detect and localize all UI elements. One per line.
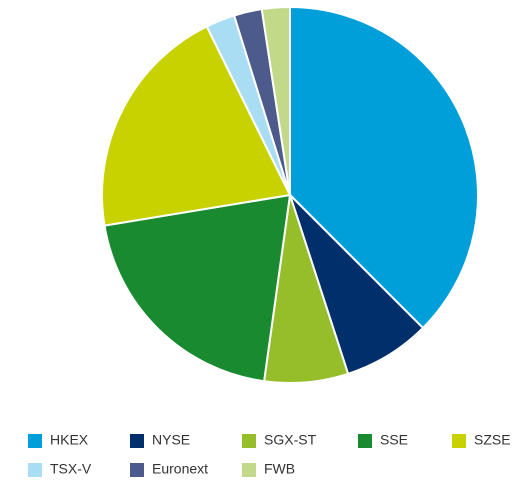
legend-label: Euronext <box>152 461 208 477</box>
pie-slice <box>260 5 291 196</box>
legend-swatch <box>242 463 256 477</box>
legend-label: NYSE <box>152 432 190 448</box>
legend-label: FWB <box>264 461 295 477</box>
legend-swatch <box>242 434 256 448</box>
pie-slice <box>101 25 292 227</box>
legend-label: SSE <box>380 432 408 448</box>
legend-swatch <box>28 434 42 448</box>
legend-swatch <box>358 434 372 448</box>
legend-label: SZSE <box>474 432 511 448</box>
legend-label: SGX-ST <box>264 432 317 448</box>
legend-swatch <box>130 434 144 448</box>
pie-slice <box>103 193 292 383</box>
legend-label: HKEX <box>50 432 89 448</box>
legend-swatch <box>452 434 466 448</box>
legend-swatch <box>28 463 42 477</box>
legend-swatch <box>130 463 144 477</box>
pie-slice <box>289 5 479 330</box>
legend-label: TSX-V <box>50 461 92 477</box>
